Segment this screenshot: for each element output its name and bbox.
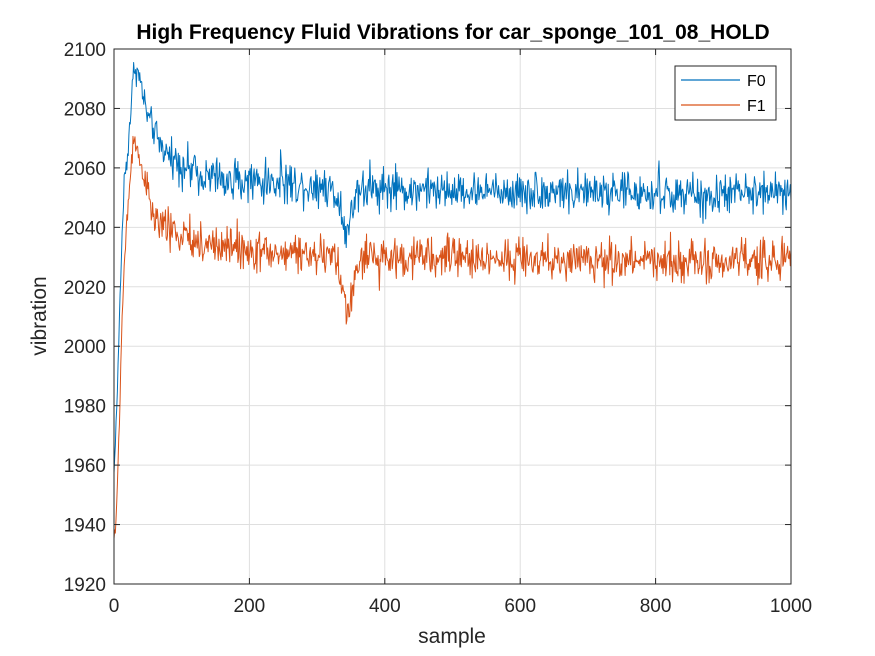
- series-lines: [113, 61, 792, 539]
- y-tick-label: 2000: [64, 337, 106, 358]
- x-tick-label: 0: [109, 596, 120, 617]
- y-tick-label: 1960: [64, 456, 106, 477]
- series-line-f1: [113, 135, 792, 539]
- series-line-f0: [113, 61, 792, 474]
- x-tick-label: 600: [504, 596, 536, 617]
- legend: F0 F1: [674, 65, 777, 121]
- y-tick-label: 2020: [64, 278, 106, 299]
- legend-box: [674, 65, 777, 121]
- y-tick-label: 1980: [64, 397, 106, 418]
- legend-label-f0: F0: [747, 73, 766, 90]
- y-tick-label: 2060: [64, 159, 106, 180]
- y-tick-label: 1940: [64, 516, 106, 537]
- axis-ticks: 0 200 400 600 800 1000 1920 1940 1960 1980 2000 202…: [64, 40, 812, 617]
- y-tick-label: 2040: [64, 218, 106, 239]
- plot-area: [114, 49, 791, 584]
- x-tick-label: 200: [234, 596, 266, 617]
- y-tick-label: 1920: [64, 575, 106, 596]
- legend-label-f1: F1: [747, 98, 766, 115]
- plot-frame: [113, 48, 792, 585]
- y-tick-label: 2080: [64, 99, 106, 120]
- x-tick-label: 800: [640, 596, 672, 617]
- y-axis-label: vibration: [28, 276, 51, 355]
- x-tick-label: 1000: [770, 596, 812, 617]
- chart-title: High Frequency Fluid Vibrations for car_…: [136, 21, 769, 44]
- x-axis-label: sample: [418, 625, 486, 648]
- y-tick-label: 2100: [64, 40, 106, 61]
- x-tick-label: 400: [369, 596, 401, 617]
